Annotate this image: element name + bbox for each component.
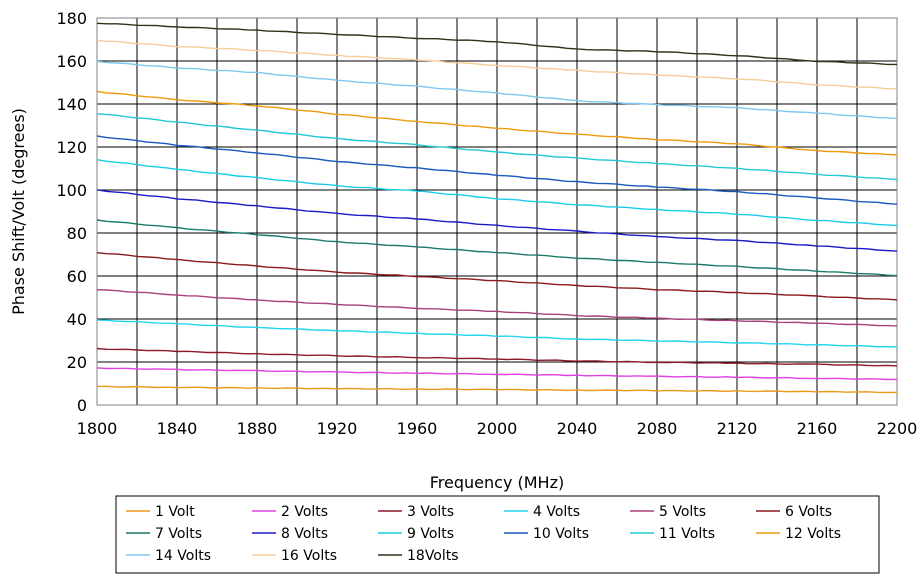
x-tick-label: 2040 [557, 419, 598, 438]
y-tick-label: 40 [67, 310, 87, 329]
series-line [96, 159, 898, 227]
series-line [96, 347, 898, 367]
legend-label: 5 Volts [659, 504, 706, 520]
legend-label: 16 Volts [281, 548, 337, 564]
x-tick-label: 2080 [637, 419, 678, 438]
x-tick-label: 2120 [717, 419, 758, 438]
y-tick-label: 100 [56, 181, 87, 200]
legend-box [115, 495, 880, 574]
legend-label: 18Volts [407, 548, 459, 564]
legend: 1 Volt 2 Volts 3 Volts 4 Volts 5 Volts 6 Volt… [115, 495, 880, 574]
x-tick-label: 1920 [317, 419, 358, 438]
x-axis-tick-labels: 1800 1840 1880 1920 1960 2000 2040 2080 2120 2160… [77, 419, 918, 438]
y-axis-tick-labels: 0 20 40 60 80 100 120 140 160 180 [56, 9, 87, 415]
series-line [96, 252, 898, 301]
series-line [96, 39, 898, 90]
series-line [96, 189, 898, 252]
legend-label: 4 Volts [533, 504, 580, 520]
x-tick-label: 2000 [477, 419, 518, 438]
y-tick-label: 60 [67, 267, 87, 286]
y-tick-label: 20 [67, 353, 87, 372]
y-tick-label: 0 [77, 396, 87, 415]
legend-label: 6 Volts [785, 504, 832, 520]
y-tick-label: 140 [56, 95, 87, 114]
legend-label: 10 Volts [533, 526, 589, 542]
series-lines [96, 22, 898, 394]
series-line [96, 60, 898, 120]
series-line [96, 319, 898, 348]
series-line [96, 219, 898, 277]
y-axis-title: Phase Shift/Volt (degrees) [9, 108, 28, 315]
x-tick-label: 2160 [797, 419, 838, 438]
y-tick-label: 180 [56, 9, 87, 28]
series-line [96, 135, 898, 205]
x-tick-label: 1880 [237, 419, 278, 438]
legend-label: 12 Volts [785, 526, 841, 542]
x-axis-title: Frequency (MHz) [430, 473, 564, 492]
legend-label: 2 Volts [281, 504, 328, 520]
x-tick-label: 1840 [157, 419, 198, 438]
y-tick-label: 80 [67, 224, 87, 243]
series-line [96, 22, 897, 66]
y-tick-label: 160 [56, 52, 87, 71]
series-line [96, 385, 898, 394]
series-line [96, 90, 898, 156]
legend-label: 11 Volts [659, 526, 715, 542]
plot-area-frame [96, 17, 898, 406]
legend-label: 1 Volt [155, 504, 195, 520]
legend-label: 14 Volts [155, 548, 211, 564]
x-tick-label: 1800 [77, 419, 118, 438]
series-line [96, 367, 898, 381]
series-line [96, 289, 898, 327]
plot-grid [96, 17, 898, 406]
x-tick-label: 2200 [877, 419, 918, 438]
legend-label: 8 Volts [281, 526, 328, 542]
series-line [96, 113, 898, 181]
legend-label: 9 Volts [407, 526, 454, 542]
x-tick-label: 1960 [397, 419, 438, 438]
y-tick-label: 120 [56, 138, 87, 157]
legend-label: 3 Volts [407, 504, 454, 520]
legend-label: 7 Volts [155, 526, 202, 542]
